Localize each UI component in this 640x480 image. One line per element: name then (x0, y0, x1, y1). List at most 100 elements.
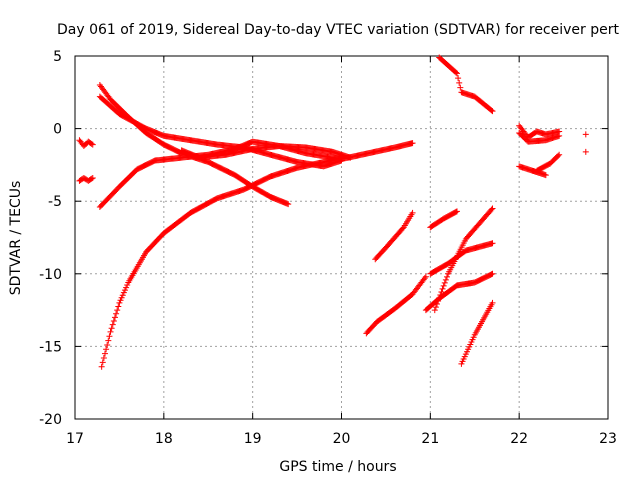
series-arc-11 (427, 208, 460, 231)
y-tick-label: -20 (39, 412, 62, 428)
data-point (437, 291, 444, 298)
data-point (285, 201, 292, 208)
y-tick-labels: -20 -15 -10 -5 0 5 (39, 49, 62, 428)
data-point (488, 107, 495, 114)
data-point (452, 69, 459, 76)
data-point (124, 282, 131, 289)
data-point (118, 294, 125, 301)
data-point (89, 174, 96, 181)
data-point (113, 310, 120, 317)
data-point (436, 295, 443, 301)
data-point (114, 307, 121, 314)
x-tick-label: 23 (599, 431, 617, 447)
data-point (121, 287, 128, 294)
data-point (99, 359, 106, 366)
data-points (76, 54, 589, 370)
data-point (110, 317, 117, 324)
series-arc-15 (436, 54, 496, 115)
x-axis-label: GPS time / hours (279, 459, 396, 475)
data-point (399, 225, 406, 232)
series-arc-16 (516, 122, 563, 141)
data-point (105, 337, 112, 344)
y-tick-label: -5 (48, 194, 62, 210)
data-point (489, 240, 496, 247)
data-point (432, 304, 439, 311)
grid (75, 56, 608, 419)
y-axis-label: SDTVAR / TECUs (8, 181, 24, 296)
data-point (441, 279, 448, 286)
data-point (111, 314, 118, 321)
data-point (347, 154, 354, 161)
series-arc-14 (458, 299, 496, 367)
data-point (100, 355, 107, 362)
x-tick-label: 17 (66, 431, 84, 447)
data-point (431, 307, 438, 314)
x-tick-label: 20 (333, 431, 351, 447)
data-point (89, 141, 96, 148)
x-tick-label: 19 (244, 431, 262, 447)
data-point (115, 303, 122, 310)
x-tick-labels: 17 18 19 20 21 22 23 (66, 431, 617, 447)
data-point (103, 346, 110, 353)
data-point (443, 273, 450, 280)
data-point (422, 273, 429, 280)
data-point (433, 301, 440, 308)
y-tick-label: -15 (39, 339, 62, 355)
x-tick-label: 18 (155, 431, 173, 447)
data-point (438, 288, 445, 295)
data-point (98, 363, 105, 370)
data-point (489, 205, 496, 212)
data-point (108, 325, 115, 332)
data-point (455, 75, 462, 82)
series-arc-8 (363, 273, 429, 337)
data-point (435, 298, 442, 305)
series-arc-5 (178, 143, 354, 161)
data-point (452, 208, 459, 215)
data-point (116, 299, 123, 306)
series-arc-6 (76, 137, 96, 150)
data-point (582, 131, 589, 138)
data-point (117, 297, 124, 304)
data-point (421, 275, 428, 282)
data-point (409, 140, 416, 147)
x-tick-label: 21 (421, 431, 439, 447)
chart-title: Day 061 of 2019, Sidereal Day-to-day VTE… (57, 22, 619, 38)
data-point (489, 299, 496, 306)
series-arc-9 (372, 209, 416, 263)
data-point (453, 70, 460, 77)
data-point (582, 148, 589, 155)
y-tick-label: 0 (53, 122, 62, 138)
y-tick-label: -10 (39, 267, 62, 283)
data-point (488, 206, 495, 213)
series-arc-4 (98, 154, 345, 370)
y-tick-label: 5 (53, 49, 62, 65)
data-point (556, 151, 563, 158)
series-arc-13 (431, 205, 496, 314)
x-tick-label: 22 (510, 431, 528, 447)
data-point (440, 282, 447, 289)
data-point (409, 209, 416, 216)
series-arc-20 (582, 131, 589, 155)
data-point (123, 284, 130, 291)
data-point (488, 271, 495, 278)
data-point (456, 79, 463, 86)
data-point (104, 341, 111, 348)
data-point (556, 132, 563, 139)
series-arc-10 (422, 270, 496, 314)
data-point (542, 172, 549, 179)
data-point (106, 333, 113, 340)
data-point (489, 270, 496, 277)
data-point (107, 328, 114, 335)
data-point (109, 321, 116, 328)
series-arc-18 (516, 163, 549, 179)
tick-marks (74, 55, 609, 420)
data-point (119, 292, 126, 299)
data-point (489, 108, 496, 115)
data-point (88, 140, 95, 147)
data-point (101, 350, 108, 357)
series-arc-7 (76, 174, 96, 184)
data-point (439, 285, 446, 292)
data-point (457, 84, 464, 91)
